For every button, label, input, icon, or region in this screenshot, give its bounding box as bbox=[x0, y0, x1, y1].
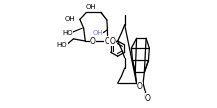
Text: HO: HO bbox=[57, 42, 67, 48]
Text: O: O bbox=[145, 94, 151, 103]
Text: O: O bbox=[137, 82, 143, 91]
Text: HO: HO bbox=[62, 30, 73, 36]
Polygon shape bbox=[100, 12, 107, 20]
Text: O: O bbox=[110, 37, 115, 46]
Text: OH: OH bbox=[65, 16, 76, 22]
Text: OH: OH bbox=[92, 30, 103, 36]
Text: O: O bbox=[105, 37, 111, 46]
Text: OH: OH bbox=[86, 4, 97, 10]
Text: O: O bbox=[90, 37, 96, 46]
Polygon shape bbox=[66, 28, 84, 36]
